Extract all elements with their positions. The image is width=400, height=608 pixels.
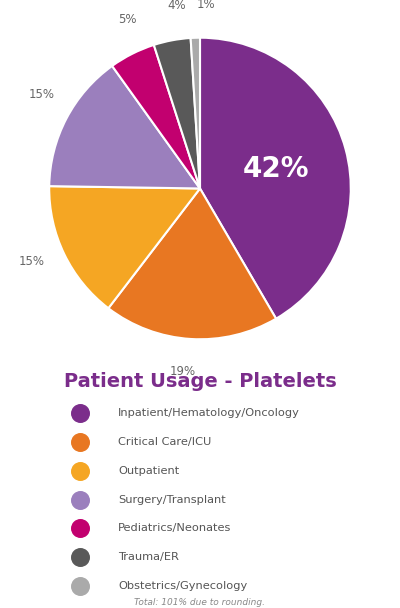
Text: 15%: 15%: [29, 88, 55, 102]
Wedge shape: [112, 45, 200, 188]
Text: Pediatrics/Neonates: Pediatrics/Neonates: [118, 523, 231, 533]
Text: 5%: 5%: [118, 13, 136, 26]
Text: Surgery/Transplant: Surgery/Transplant: [118, 494, 226, 505]
Text: 4%: 4%: [168, 0, 186, 13]
Wedge shape: [154, 38, 200, 188]
Text: 19%: 19%: [170, 365, 196, 378]
Text: 1%: 1%: [196, 0, 215, 11]
Text: Inpatient/Hematology/Oncology: Inpatient/Hematology/Oncology: [118, 409, 300, 418]
Wedge shape: [49, 66, 200, 188]
Text: Total: 101% due to rounding.: Total: 101% due to rounding.: [134, 598, 266, 607]
Wedge shape: [191, 38, 200, 188]
Wedge shape: [108, 188, 276, 339]
Wedge shape: [200, 38, 351, 319]
Text: Trauma/ER: Trauma/ER: [118, 552, 179, 562]
Text: Outpatient: Outpatient: [118, 466, 179, 476]
Text: Patient Usage - Platelets: Patient Usage - Platelets: [64, 372, 336, 391]
Text: Obstetrics/Gynecology: Obstetrics/Gynecology: [118, 581, 247, 590]
Text: 42%: 42%: [243, 155, 309, 183]
Wedge shape: [49, 186, 200, 308]
Text: 15%: 15%: [18, 255, 44, 268]
Text: Critical Care/ICU: Critical Care/ICU: [118, 437, 211, 447]
